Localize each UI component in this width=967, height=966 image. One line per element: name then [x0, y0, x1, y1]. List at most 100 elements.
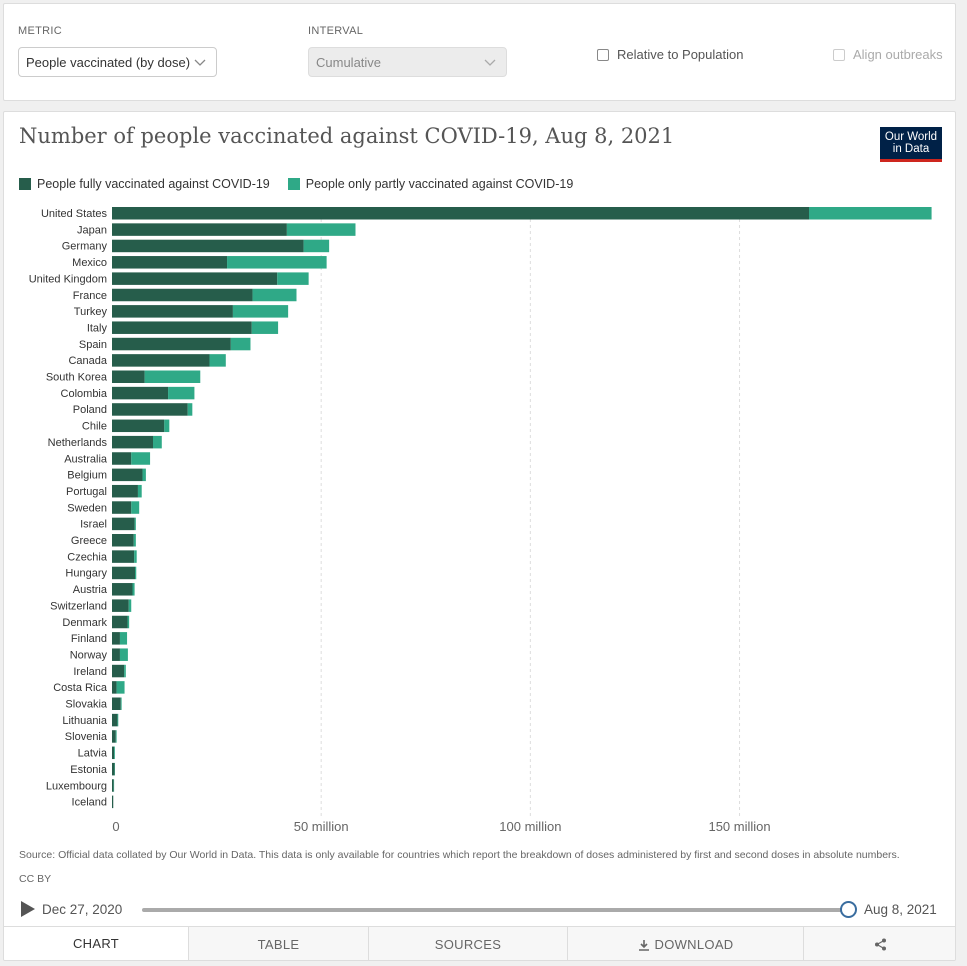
tab-table[interactable]: TABLE: [188, 927, 368, 960]
category-label: Canada: [68, 355, 107, 367]
timeline: Dec 27, 2020 Aug 8, 2021: [4, 896, 955, 926]
bar-fully-vaccinated: [112, 386, 169, 400]
checkbox-box[interactable]: [833, 48, 845, 61]
bar-partly-vaccinated: [119, 648, 128, 661]
chart-title: Number of people vaccinated against COVI…: [19, 124, 675, 148]
category-label: Turkey: [74, 306, 108, 318]
bar-partly-vaccinated: [303, 239, 330, 253]
category-label: Austria: [73, 584, 108, 596]
bar-fully-vaccinated: [112, 501, 132, 514]
tab-sources[interactable]: SOURCES: [368, 927, 567, 960]
bar-fully-vaccinated: [112, 337, 231, 351]
bar-fully-vaccinated: [112, 566, 136, 580]
bar-partly-vaccinated: [137, 484, 142, 498]
relative-to-population-label: Relative to Population: [617, 47, 744, 62]
align-outbreaks-checkbox[interactable]: Align outbreaks: [833, 47, 943, 62]
bar-fully-vaccinated: [112, 403, 188, 416]
bar-partly-vaccinated: [127, 615, 130, 629]
bar-fully-vaccinated: [112, 207, 809, 220]
legend-item-partly[interactable]: People only partly vaccinated against CO…: [287, 177, 573, 191]
relative-to-population-checkbox[interactable]: Relative to Population: [597, 47, 743, 62]
bar-partly-vaccinated: [131, 501, 140, 514]
category-label: Mexico: [72, 257, 107, 269]
category-label: Czechia: [67, 551, 108, 563]
category-label: Latvia: [78, 748, 108, 760]
bar-partly-vaccinated: [117, 713, 119, 727]
tab-share[interactable]: [803, 927, 955, 960]
bar-partly-vaccinated: [119, 632, 128, 645]
bar-partly-vaccinated: [227, 256, 327, 269]
bar-partly-vaccinated: [809, 207, 932, 220]
category-label: Netherlands: [48, 437, 108, 449]
owid-logo[interactable]: Our World in Data: [880, 127, 942, 162]
bar-fully-vaccinated: [112, 599, 129, 612]
category-label: Lithuania: [62, 715, 108, 727]
bar-fully-vaccinated: [112, 664, 125, 678]
controls-panel: METRIC People vaccinated (by dose) INTER…: [3, 3, 956, 101]
play-icon[interactable]: [21, 901, 35, 917]
category-label: Greece: [71, 535, 107, 547]
bar-partly-vaccinated: [132, 583, 135, 596]
category-label: Costa Rica: [53, 682, 108, 694]
bar-fully-vaccinated: [112, 452, 132, 465]
x-tick-label: 0: [112, 819, 119, 834]
metric-select[interactable]: People vaccinated (by dose): [18, 47, 217, 77]
timeline-handle[interactable]: [840, 901, 857, 918]
bar-fully-vaccinated: [112, 779, 114, 792]
tab-bar: CHART TABLE SOURCES DOWNLOAD: [4, 926, 955, 960]
chevron-down-icon: [484, 59, 496, 66]
bar-partly-vaccinated: [164, 419, 170, 433]
bar-partly-vaccinated: [120, 697, 122, 710]
bar-fully-vaccinated: [112, 354, 210, 367]
bar-fully-vaccinated: [112, 795, 114, 809]
category-label: United States: [41, 208, 108, 220]
legend-item-fully[interactable]: People fully vaccinated against COVID-19: [19, 177, 270, 191]
license-note: CC BY: [19, 873, 52, 885]
category-label: Belgium: [67, 470, 107, 482]
bar-fully-vaccinated: [112, 239, 304, 253]
tab-chart[interactable]: CHART: [4, 927, 188, 960]
bar-partly-vaccinated: [135, 566, 137, 580]
bar-fully-vaccinated: [112, 615, 128, 629]
bar-fully-vaccinated: [112, 534, 134, 547]
interval-select[interactable]: Cumulative: [308, 47, 507, 77]
category-label: Italy: [87, 322, 108, 334]
category-label: Norway: [70, 649, 108, 661]
bar-partly-vaccinated: [128, 599, 132, 612]
bar-partly-vaccinated: [131, 452, 151, 465]
logo-line-1: Our World: [884, 131, 938, 143]
legend-label-fully: People fully vaccinated against COVID-19: [37, 177, 270, 191]
bar-fully-vaccinated: [112, 256, 228, 269]
bar-chart-plot: 0 50 million 100 million 150 million United …: [29, 207, 932, 834]
checkbox-box[interactable]: [597, 48, 609, 61]
category-label: Ireland: [73, 666, 107, 678]
bar-fully-vaccinated: [112, 550, 135, 563]
category-label: Spain: [79, 339, 107, 351]
category-label: Slovenia: [65, 731, 108, 743]
bar-partly-vaccinated: [142, 468, 146, 482]
bar-fully-vaccinated: [112, 517, 135, 531]
category-label: Hungary: [65, 568, 107, 580]
category-label: Iceland: [72, 797, 107, 809]
timeline-start-date: Dec 27, 2020: [42, 902, 123, 917]
timeline-track[interactable]: [142, 908, 848, 912]
category-label: Finland: [71, 633, 107, 645]
bar-partly-vaccinated: [115, 730, 117, 743]
category-label: Estonia: [70, 764, 108, 776]
bar-fully-vaccinated: [112, 370, 145, 383]
category-label: Luxembourg: [46, 780, 107, 792]
category-label: Australia: [64, 453, 108, 465]
legend: People fully vaccinated against COVID-19…: [19, 177, 591, 191]
bar-fully-vaccinated: [112, 272, 278, 285]
category-label: Portugal: [66, 486, 107, 498]
x-tick-label: 100 million: [499, 819, 561, 834]
interval-label: INTERVAL: [308, 25, 364, 37]
bar-partly-vaccinated: [277, 272, 309, 285]
download-icon: [638, 939, 649, 951]
tab-download[interactable]: DOWNLOAD: [567, 927, 803, 960]
chevron-down-icon: [194, 59, 206, 66]
legend-swatch-partly: [287, 178, 300, 190]
tab-download-label: DOWNLOAD: [654, 937, 734, 952]
metric-select-value: People vaccinated (by dose): [26, 55, 191, 70]
bar-partly-vaccinated: [187, 403, 193, 416]
